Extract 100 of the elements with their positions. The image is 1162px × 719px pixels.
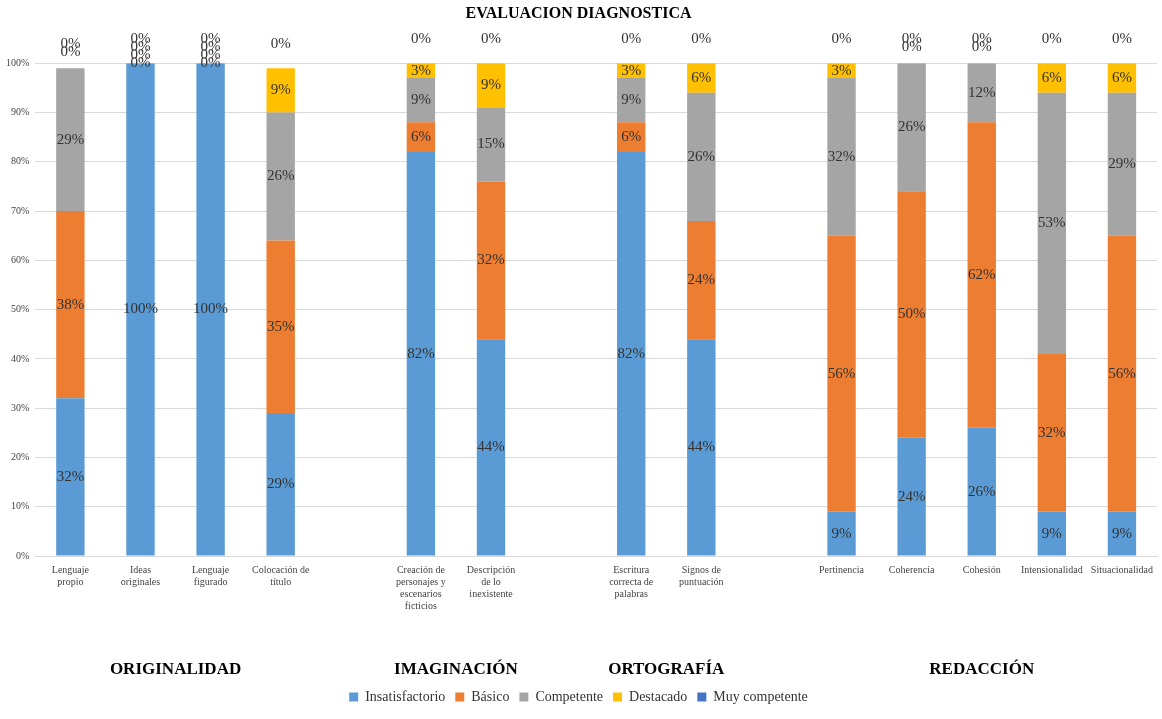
data-label: 82% — [407, 344, 435, 361]
data-label: 9% — [410, 91, 431, 108]
y-tick-label: 100% — [5, 56, 30, 68]
legend-label: Competente — [535, 688, 604, 704]
bar — [266, 413, 295, 556]
text: ORIGINALIDAD — [109, 659, 242, 679]
x-tick-label: Ideas originales — [120, 563, 161, 587]
x-tick-label: Descripción de lo inexistente — [466, 563, 516, 599]
text: ORTOGRAFÍA — [608, 659, 726, 679]
data-label: 6% — [1041, 68, 1062, 85]
data-label: 3% — [410, 61, 431, 78]
data-label: 32% — [827, 147, 856, 164]
data-label: 62% — [967, 266, 996, 283]
data-label: 9% — [1111, 524, 1132, 541]
x-tick-label: Coherencia — [888, 563, 935, 575]
data-label: 29% — [266, 475, 295, 492]
legend-label: Insatisfactorio — [365, 688, 446, 704]
data-label: 56% — [1108, 364, 1136, 381]
bar — [476, 339, 506, 556]
data-label: 56% — [827, 364, 856, 381]
data-label: 0% — [831, 30, 852, 47]
bar — [406, 151, 436, 556]
bar — [266, 68, 295, 113]
bar — [476, 181, 506, 340]
x-tick-label: Escritura correcta de palabras — [609, 563, 654, 599]
bar — [897, 437, 926, 556]
bar — [1107, 235, 1137, 512]
data-label: 26% — [897, 118, 926, 135]
x-tick-label: Colocación de título — [251, 563, 310, 587]
y-tick-label: 90% — [10, 106, 30, 118]
bar — [687, 220, 716, 340]
text: IMAGINACIÓN — [394, 659, 519, 679]
data-label: 32% — [1038, 423, 1066, 440]
data-label: 24% — [687, 270, 716, 287]
data-label: 12% — [967, 83, 996, 100]
data-label: 53% — [1038, 214, 1066, 231]
bar — [1037, 353, 1067, 512]
data-label: 0% — [621, 30, 642, 47]
bar — [1107, 92, 1137, 236]
bar — [967, 427, 996, 556]
x-tick-label: Lenguaje propio — [51, 563, 90, 587]
bar — [827, 77, 856, 236]
y-tick-label: 80% — [10, 155, 30, 167]
data-label: 26% — [967, 482, 996, 499]
bar — [266, 240, 295, 414]
bar — [827, 235, 856, 512]
data-label: 32% — [56, 467, 85, 484]
data-label: 0% — [410, 30, 431, 47]
data-label: 6% — [621, 128, 642, 145]
data-label: 0% — [481, 30, 502, 47]
x-tick-label: Signos de puntuación — [679, 563, 724, 587]
bar — [56, 68, 85, 212]
y-tick-label: 30% — [10, 401, 30, 413]
x-tick-label: Cohesión — [962, 563, 1001, 575]
data-label: 44% — [477, 438, 505, 455]
bar — [1037, 92, 1067, 354]
x-tick-label: Situacionalidad — [1090, 563, 1154, 575]
data-label: 3% — [621, 61, 642, 78]
data-label: 0% — [1041, 30, 1062, 47]
data-label: 6% — [410, 128, 431, 145]
data-label: 3% — [831, 61, 852, 78]
data-label: 9% — [270, 81, 291, 98]
bar — [687, 339, 716, 556]
data-label: 32% — [477, 251, 505, 268]
chart-title: EVALUACION DIAGNOSTICA — [465, 3, 692, 21]
bar — [617, 151, 646, 556]
bar — [897, 191, 926, 438]
legend-label: Básico — [471, 688, 510, 704]
y-tick-label: 50% — [10, 303, 30, 315]
data-label: 9% — [621, 91, 642, 108]
data-label: 9% — [1041, 524, 1062, 541]
y-tick-label: 10% — [10, 500, 30, 512]
bar — [56, 211, 85, 399]
bar — [266, 112, 295, 241]
x-tick-label: Creación de personajes y escenarios ficticios — [396, 563, 446, 611]
y-tick-label: 0% — [15, 549, 30, 561]
data-label: 0% — [270, 35, 291, 52]
data-label: 29% — [56, 130, 85, 147]
legend-label: Destacado — [629, 688, 688, 704]
data-label: 9% — [831, 524, 852, 541]
data-label: 26% — [687, 147, 716, 164]
x-tick-label: Pertinencia — [819, 563, 865, 575]
bar — [967, 122, 996, 428]
data-label: 9% — [481, 76, 502, 93]
text: REDACCIÓN — [929, 659, 1035, 679]
y-tick-label: 70% — [10, 204, 30, 216]
data-label: 44% — [687, 438, 716, 455]
data-label: 50% — [897, 305, 926, 322]
bar — [476, 107, 506, 182]
data-label: 24% — [897, 487, 926, 504]
data-label: 0% — [691, 30, 712, 47]
x-tick-label: Lenguaje figurado — [191, 563, 230, 587]
data-label: 0% — [1111, 30, 1132, 47]
data-label: 35% — [266, 317, 295, 334]
y-tick-label: 20% — [10, 451, 30, 463]
x-tick-label: Intensionalidad — [1021, 563, 1083, 575]
data-label: 38% — [56, 295, 85, 312]
y-tick-label: 40% — [10, 352, 30, 364]
bar — [687, 92, 716, 221]
bar — [897, 63, 926, 192]
